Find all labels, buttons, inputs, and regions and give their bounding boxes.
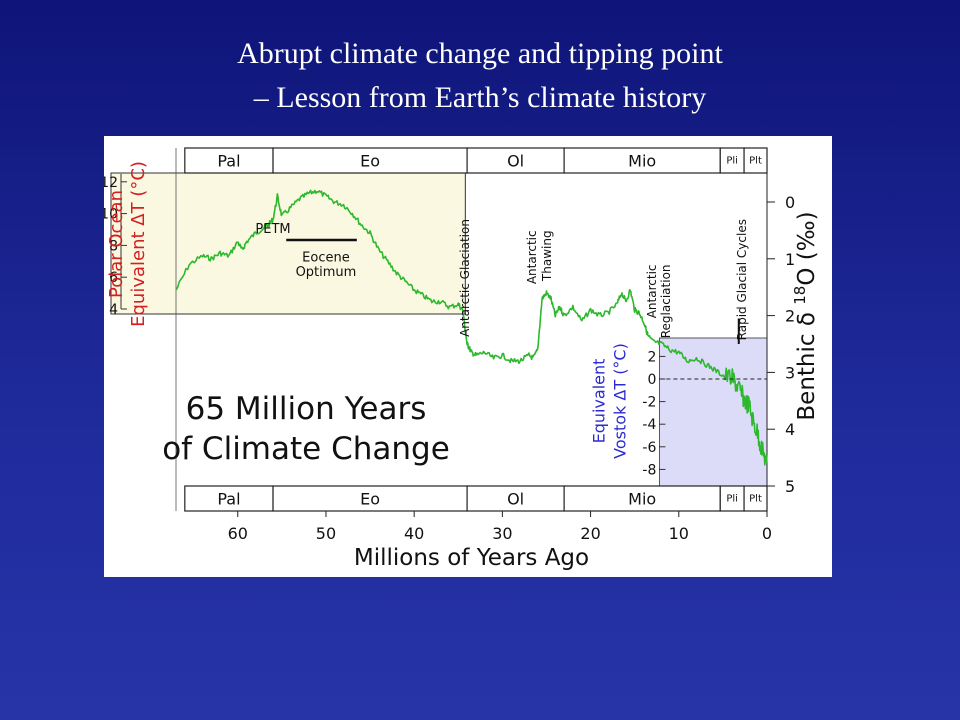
left-axis-label-line: Equivalent ΔT (°C) xyxy=(128,161,149,327)
epoch-label-top: Ol xyxy=(507,152,524,171)
annotation-label: Reglaciation xyxy=(659,264,673,338)
polar-ocean-panel xyxy=(110,172,466,315)
right-axis-tick-label: 5 xyxy=(785,477,795,496)
chart-title-line: of Climate Change xyxy=(162,431,450,467)
epoch-label-bottom: Plt xyxy=(749,494,762,505)
annotation-label: Thawing xyxy=(540,230,554,282)
left-axis-tick-label: 4 xyxy=(109,302,118,318)
annotation-label: Eocene xyxy=(302,251,350,266)
epoch-label-bottom: Pli xyxy=(726,494,738,505)
left-axis-tick-label: 10 xyxy=(104,207,118,223)
right-axis-tick-label: 4 xyxy=(785,420,795,439)
x-axis-tick-label: 0 xyxy=(762,524,772,543)
annotation-label: Antarctic xyxy=(525,230,539,284)
epoch-label-top: Pal xyxy=(217,152,240,171)
x-axis-tick-label: 50 xyxy=(316,524,336,543)
annotation-label: Antarctic Glaciation xyxy=(458,219,472,337)
epoch-cell-bottom xyxy=(563,485,721,512)
epoch-cell-bottom xyxy=(466,485,565,512)
right-axis-tick-label: 2 xyxy=(785,307,795,326)
left-axis-label-line: Polar Ocean xyxy=(106,190,127,298)
epoch-label-top: Plt xyxy=(749,156,762,167)
x-axis-tick-label: 60 xyxy=(228,524,248,543)
vostok-axis-tick-label: -8 xyxy=(642,462,656,478)
right-axis-label-tail: O (‰) xyxy=(794,211,820,285)
x-axis-label: Millions of Years Ago xyxy=(354,545,589,571)
data-curve-layer xyxy=(175,189,768,466)
x-axis-tick-label: 40 xyxy=(404,524,424,543)
vostok-axis-tick-label: 0 xyxy=(647,372,656,388)
right-axis-label: Benthic δ 18O (‰) xyxy=(791,211,820,420)
x-axis-tick-label: 10 xyxy=(669,524,689,543)
x-axis-tick-label: 30 xyxy=(492,524,512,543)
plot-frame-layer xyxy=(175,148,768,511)
right-axis-tick-label: 3 xyxy=(785,363,795,382)
right-axis-label-sup: 18 xyxy=(791,286,809,305)
slide-title: Abrupt climate change and tipping point … xyxy=(0,32,960,120)
right-axis-tick-label: 0 xyxy=(785,193,795,212)
epoch-label-top: Eo xyxy=(360,152,380,171)
epoch-cell-bottom xyxy=(272,485,468,512)
vostok-axis-label-line: Equivalent xyxy=(589,359,608,444)
chart-title-line: 65 Million Years xyxy=(186,391,427,427)
epoch-label-bottom: Pal xyxy=(217,490,240,509)
epoch-label-bottom: Eo xyxy=(360,490,380,509)
left-axis-tick-label: 6 xyxy=(109,270,118,286)
annotation-label: Optimum xyxy=(296,265,357,280)
epoch-cell-top xyxy=(563,147,721,174)
vostok-panel xyxy=(658,337,768,487)
epoch-cell-bottom xyxy=(743,485,768,512)
epoch-label-bottom: Ol xyxy=(507,490,524,509)
vostok-axis-tick-label: -2 xyxy=(642,395,656,411)
vostok-axis-label-line: Vostok ΔT (°C) xyxy=(610,343,629,459)
vostok-axis-tick-label: -6 xyxy=(642,440,656,456)
epoch-cell-top xyxy=(184,147,274,174)
epoch-cell-top xyxy=(743,147,768,174)
slide-title-line-1: Abrupt climate change and tipping point xyxy=(237,37,723,70)
left-axis-tick-label: 12 xyxy=(104,175,118,191)
right-axis-tick-label: 1 xyxy=(785,250,795,269)
epoch-label-top: Mio xyxy=(628,152,656,171)
vostok-axis-tick-label: 2 xyxy=(647,349,656,365)
epoch-label-bottom: Mio xyxy=(628,490,656,509)
annotation-label: PETM xyxy=(255,222,290,237)
slide-title-line-2: – Lesson from Earth’s climate history xyxy=(253,81,707,114)
epoch-bars-layer: Pal Eo Ol Mio Pli Plt Pal Eo Ol Mio Pli Plt xyxy=(184,147,768,512)
left-axis-tick-label: 8 xyxy=(109,238,118,254)
panels-layer xyxy=(110,172,768,487)
annotation-label: Rapid Glacial Cycles xyxy=(735,219,749,340)
annotation-label: Antarctic xyxy=(645,264,659,318)
x-axis-tick-label: 20 xyxy=(580,524,600,543)
benthic-d18o-curve xyxy=(175,189,768,466)
right-axis-label-main: Benthic δ xyxy=(794,305,820,421)
epoch-label-top: Pli xyxy=(726,156,738,167)
vostok-axis-tick-label: -4 xyxy=(642,417,656,433)
